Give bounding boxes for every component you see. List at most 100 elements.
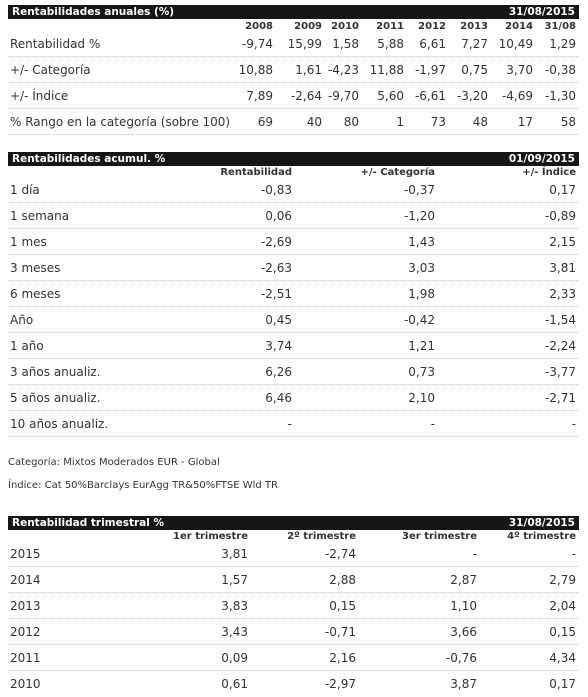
- value-cell: 6,61: [419, 37, 446, 51]
- value-cell: 1: [396, 115, 404, 129]
- value-cell: -2,64: [290, 89, 322, 103]
- column-header: +/- Índice: [522, 167, 576, 178]
- table-row: 2013 3,83 0,15 1,10 2,04: [8, 593, 579, 619]
- row-label: 2014: [10, 573, 41, 587]
- row-label: +/- Categoría: [10, 63, 91, 77]
- quarterly-returns-title: Rentabilidad trimestral %: [12, 517, 165, 529]
- value-cell: -3,20: [456, 89, 488, 103]
- table-row: 1 año 3,74 1,21 -2,24: [8, 333, 579, 359]
- value-cell: 10,49: [498, 37, 533, 51]
- year-header: 2011: [376, 21, 404, 32]
- table-row: 1 día -0,83 -0,37 0,17: [8, 177, 579, 203]
- value-cell: 1,98: [408, 287, 435, 301]
- value-cell: 1,10: [450, 599, 477, 613]
- row-label: 3 años anualiz.: [10, 365, 101, 379]
- row-label: Rentabilidad %: [10, 37, 101, 51]
- table-row: Rentabilidad % -9,74 15,99 1,58 5,88 6,6…: [8, 31, 579, 57]
- row-label: 10 años anualiz.: [10, 417, 109, 431]
- value-cell: -: [430, 417, 435, 431]
- value-cell: 1,43: [408, 235, 435, 249]
- value-cell: -0,42: [403, 313, 435, 327]
- value-cell: 0,06: [265, 209, 292, 223]
- value-cell: -: [571, 547, 576, 561]
- value-cell: -2,24: [544, 339, 576, 353]
- row-label: 1 año: [10, 339, 44, 353]
- year-header: 2014: [505, 21, 533, 32]
- table-row: 10 años anualiz. - - -: [8, 411, 579, 437]
- value-cell: -2,63: [260, 261, 292, 275]
- value-cell: -6,61: [414, 89, 446, 103]
- column-header: Rentabilidad: [220, 167, 292, 178]
- value-cell: 10,88: [238, 63, 273, 77]
- year-header: 2013: [460, 21, 488, 32]
- value-cell: -1,30: [544, 89, 576, 103]
- row-label: 2012: [10, 625, 41, 639]
- value-cell: 2,33: [549, 287, 576, 301]
- value-cell: 1,58: [332, 37, 359, 51]
- value-cell: 1,29: [549, 37, 576, 51]
- value-cell: 7,27: [461, 37, 488, 51]
- value-cell: -: [472, 547, 477, 561]
- category-note: Categoría: Mixtos Moderados EUR - Global: [8, 457, 220, 468]
- value-cell: -: [287, 417, 292, 431]
- value-cell: 2,16: [329, 651, 356, 665]
- table-row: 2012 3,43 -0,71 3,66 0,15: [8, 619, 579, 645]
- value-cell: 1,21: [408, 339, 435, 353]
- column-header: 3er trimestre: [402, 531, 477, 542]
- year-header: 2010: [331, 21, 359, 32]
- year-header: 31/08: [544, 21, 576, 32]
- value-cell: 0,75: [461, 63, 488, 77]
- quarterly-returns-header-bar: Rentabilidad trimestral % 31/08/2015: [8, 516, 579, 530]
- value-cell: 2,87: [450, 573, 477, 587]
- value-cell: 5,88: [377, 37, 404, 51]
- row-label: +/- Índice: [10, 89, 69, 103]
- value-cell: 2,10: [408, 391, 435, 405]
- value-cell: -: [571, 417, 576, 431]
- table-row: Año 0,45 -0,42 -1,54: [8, 307, 579, 333]
- row-label: 2015: [10, 547, 41, 561]
- column-header: +/- Categoría: [360, 167, 435, 178]
- column-header: 2º trimestre: [287, 531, 356, 542]
- value-cell: 1,57: [221, 573, 248, 587]
- table-row: 2010 0,61 -2,97 3,87 0,17: [8, 671, 579, 697]
- value-cell: 0,17: [549, 183, 576, 197]
- value-cell: 0,73: [408, 365, 435, 379]
- value-cell: 3,03: [408, 261, 435, 275]
- value-cell: -1,54: [544, 313, 576, 327]
- year-header: 2009: [294, 21, 322, 32]
- value-cell: -2,69: [260, 235, 292, 249]
- value-cell: -0,83: [260, 183, 292, 197]
- value-cell: -9,74: [241, 37, 273, 51]
- row-label: 2011: [10, 651, 41, 665]
- row-label: 5 años anualiz.: [10, 391, 101, 405]
- value-cell: 2,15: [549, 235, 576, 249]
- value-cell: 0,15: [329, 599, 356, 613]
- value-cell: 48: [472, 115, 488, 129]
- cumulative-returns-header-bar: Rentabilidades acumul. % 01/09/2015: [8, 152, 579, 166]
- value-cell: 3,74: [265, 339, 292, 353]
- value-cell: -0,76: [445, 651, 477, 665]
- value-cell: 3,81: [221, 547, 248, 561]
- year-header: 2012: [418, 21, 446, 32]
- row-label: 3 meses: [10, 261, 61, 275]
- value-cell: 0,15: [549, 625, 576, 639]
- value-cell: -1,97: [414, 63, 446, 77]
- value-cell: 3,66: [450, 625, 477, 639]
- value-cell: -1,20: [403, 209, 435, 223]
- table-row: +/- Categoría 10,88 1,61 -4,23 11,88 -1,…: [8, 57, 579, 83]
- annual-year-header: 2008 2009 2010 2011 2012 2013 2014 31/08: [8, 21, 579, 33]
- value-cell: -4,23: [327, 63, 359, 77]
- row-label: 1 semana: [10, 209, 70, 223]
- annual-returns-title: Rentabilidades anuales (%): [12, 6, 175, 18]
- value-cell: 7,89: [246, 89, 273, 103]
- column-header: 1er trimestre: [173, 531, 248, 542]
- table-row: 2011 0,09 2,16 -0,76 4,34: [8, 645, 579, 671]
- value-cell: 17: [517, 115, 533, 129]
- value-cell: 3,81: [549, 261, 576, 275]
- value-cell: 4,34: [549, 651, 576, 665]
- value-cell: 2,88: [329, 573, 356, 587]
- table-row: % Rango en la categoría (sobre 100) 69 4…: [8, 109, 579, 135]
- value-cell: 3,70: [506, 63, 533, 77]
- row-label: 1 mes: [10, 235, 47, 249]
- annual-returns-date: 31/08/2015: [508, 6, 575, 18]
